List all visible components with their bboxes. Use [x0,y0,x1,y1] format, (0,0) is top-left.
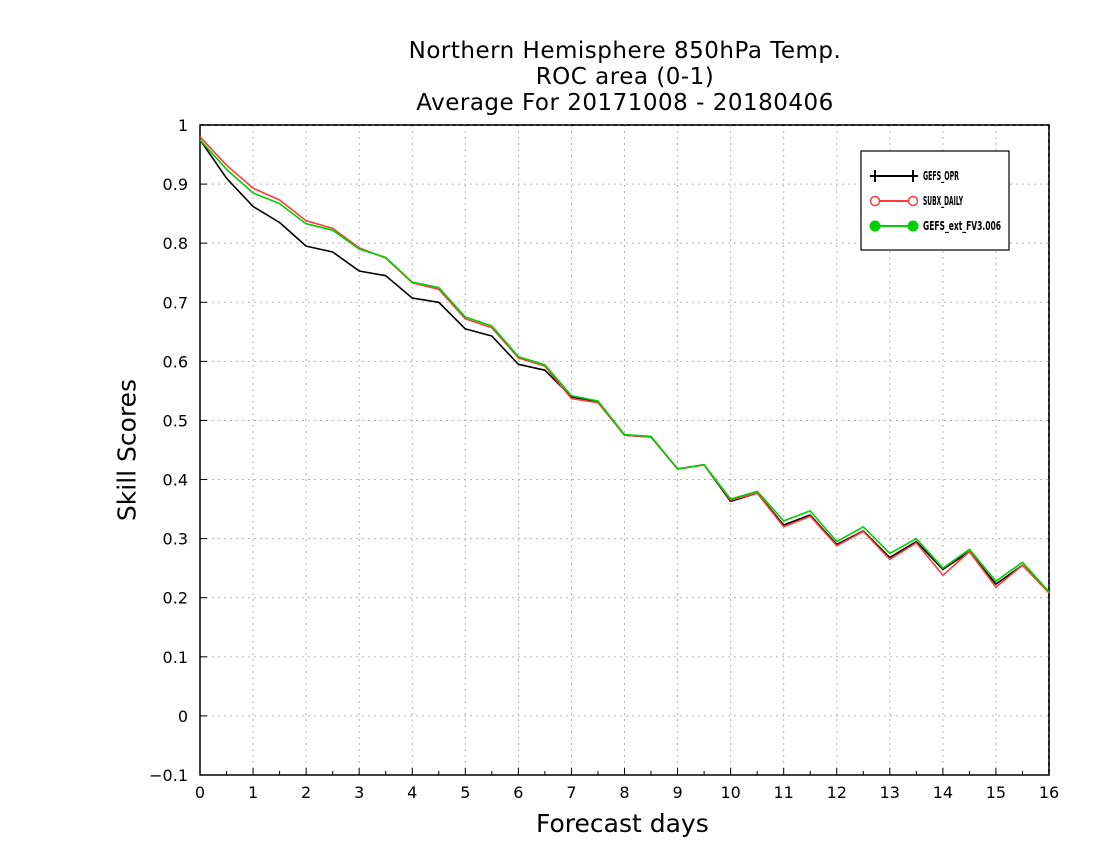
y-tick-label: 0.9 [163,175,188,194]
x-tick-label: 2 [301,783,311,802]
series-line-gefs-ext-fv3-006 [199,139,1050,593]
y-tick-label: 0 [178,707,188,726]
x-tick-label: 1 [248,783,258,802]
x-tick-label: 14 [933,783,953,802]
legend-label: GEFS_OPR [923,169,959,184]
chart-title-line-1: Northern Hemisphere 850hPa Temp. [408,38,842,64]
legend-filled-circle-marker [869,220,881,232]
y-tick-label: 1 [178,116,188,135]
chart-title-line-3: Average For 20171008 - 20180406 [416,90,834,116]
legend-label: GEFS_ext_FV3.006 [923,219,1001,234]
x-tick-label: 3 [354,783,364,802]
x-tick-label: 8 [619,783,629,802]
legend-filled-circle-marker [907,220,919,232]
x-tick-label: 11 [774,783,794,802]
x-tick-label: 9 [672,783,682,802]
chart-title-line-2: ROC area (0-1) [535,64,715,90]
y-tick-label: −0.1 [149,766,188,785]
legend-label: SUBX_DAILY [923,194,963,209]
x-tick-label: 12 [827,783,847,802]
y-tick-label: 0.2 [163,589,188,608]
y-tick-label: 0.6 [163,352,188,371]
y-tick-label: 0.1 [163,648,188,667]
x-tick-label: 10 [720,783,740,802]
x-tick-label: 13 [880,783,900,802]
y-tick-label: 0.8 [163,234,188,253]
y-axis-label: Skill Scores [112,378,142,522]
y-tick-label: 0.7 [163,293,188,312]
y-tick-label: 0.5 [163,411,188,430]
y-tick-label: 0.3 [163,530,188,549]
x-tick-label: 0 [195,783,205,802]
x-tick-label: 6 [513,783,523,802]
x-tick-label: 5 [460,783,470,802]
y-tick-label: 0.4 [163,471,188,490]
x-tick-label: 7 [566,783,576,802]
legend-open-circle-marker [907,195,919,207]
legend-open-circle-marker [869,195,881,207]
x-tick-label: 4 [407,783,417,802]
x-tick-label: 16 [1039,783,1059,802]
x-tick-label: 15 [986,783,1006,802]
x-axis-label: Forecast days [536,809,709,838]
